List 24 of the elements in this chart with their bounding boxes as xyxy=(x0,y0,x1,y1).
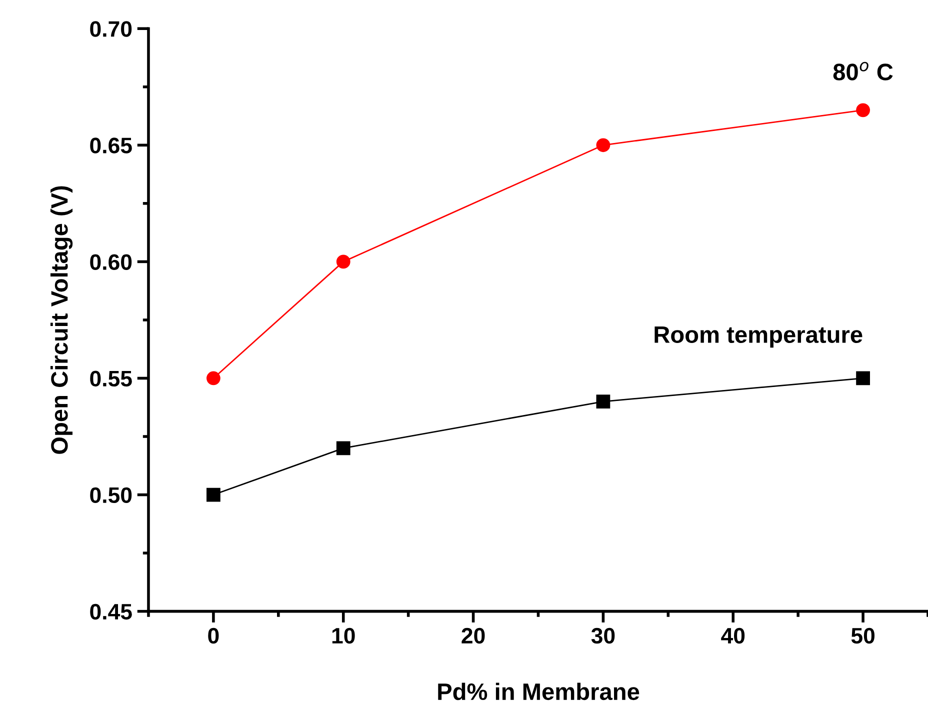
point xyxy=(206,488,220,502)
point xyxy=(596,138,610,152)
y-tick-label: 0.60 xyxy=(90,254,132,270)
y-tick-label: 0.55 xyxy=(90,370,132,387)
y-tick-label: 0.50 xyxy=(90,487,132,504)
point xyxy=(206,371,220,386)
x-axis-title: Pd% in Membrane xyxy=(438,682,640,700)
series-label: Room temperature xyxy=(654,326,862,348)
point xyxy=(336,441,350,456)
series-label: 80$^{o}$ C xyxy=(833,62,893,80)
x-tick-label: 30 xyxy=(591,628,615,644)
x-tick-label: 50 xyxy=(851,628,874,644)
x-tick-label: 20 xyxy=(462,628,485,644)
y-tick-label: 0.70 xyxy=(90,21,132,37)
x-tick-label: 40 xyxy=(721,628,745,644)
point xyxy=(856,371,870,386)
x-tick-label: 10 xyxy=(332,628,355,644)
point xyxy=(596,394,610,408)
point xyxy=(856,103,870,118)
x-tick-label: 0 xyxy=(208,628,219,644)
point xyxy=(336,254,350,269)
y-tick-label: 0.45 xyxy=(90,604,132,620)
y-axis-title: Open Circuit Voltage (V) xyxy=(50,186,73,454)
y-tick-label: 0.65 xyxy=(90,138,132,154)
